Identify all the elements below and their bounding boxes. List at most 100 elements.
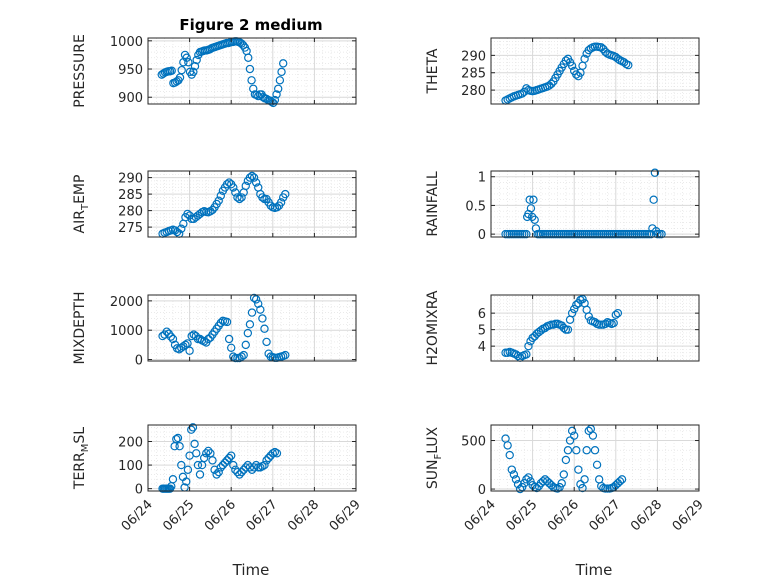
data-point [204,446,213,456]
data-point [214,196,223,205]
data-point [536,326,546,335]
data-point [224,178,234,187]
data-point [601,319,610,329]
data-point [216,318,225,328]
data-point [241,340,250,350]
data-point [559,323,569,333]
data-point [247,308,257,317]
x-tick-label: 06/27 [244,497,281,534]
data-point [251,460,261,470]
data-point [247,76,256,85]
data-point [547,79,556,89]
data-point [578,483,587,493]
data-point [649,195,658,204]
data-point [503,441,512,450]
y-axis-label: TERRMSL [72,427,91,490]
axes-background [491,171,699,237]
y-tick-label: 100 [118,459,143,474]
axes-frame [147,294,357,362]
data-point [572,70,581,79]
data-point [567,426,577,436]
data-point [187,425,196,434]
data-point [526,204,536,213]
data-point [258,193,267,202]
data-point [572,300,581,310]
data-point [222,179,232,189]
data-point [657,229,666,239]
data-point [216,191,225,200]
data-point [277,67,286,77]
data-point [212,470,221,479]
data-point [559,470,569,479]
data-point [183,209,192,219]
data-point [279,59,288,68]
x-tick-label: 06/27 [587,497,624,534]
x-axis-label-right: Time [575,561,613,579]
data-point [574,465,583,474]
data-point [249,293,259,303]
data-point [251,295,261,304]
data-point [177,343,186,352]
data-point [189,67,198,77]
data-point [567,61,577,70]
data-point [532,483,541,493]
data-point [570,431,579,440]
subplot-6: 45 6 H2OMIXRA [425,290,700,366]
data-point [281,189,290,199]
data-point [177,224,186,233]
data-point [249,173,259,182]
data-point [193,460,203,470]
data-point [527,212,537,222]
y-tick-label: 1 [478,171,486,186]
data-point [208,205,217,215]
y-tick-label: 285 [461,67,486,82]
axes-frame [490,424,700,492]
data-point [272,90,281,99]
axes-background [491,295,699,361]
data-point [601,47,610,57]
data-point [570,304,579,314]
y-tick-label: 1000 [110,324,143,339]
y-tick-label: 4 [478,340,486,355]
data-point [274,84,283,93]
data-point [505,450,514,460]
data-point [578,294,587,304]
data-point [179,342,188,351]
data-point [613,54,623,64]
data-point [276,198,286,207]
subplot-8: 0 500 06/24 06/25 06/26 06/27 06/28 06/29 SUNFLU… [425,424,707,534]
data-point [192,449,201,458]
data-point [199,453,209,463]
y-tick-label: 280 [118,205,143,220]
data-point [588,431,598,440]
y-tick-label: 950 [118,63,143,78]
data-point [239,350,248,360]
data-point [175,442,184,451]
data-point [181,340,190,350]
data-point [174,345,184,354]
data-point [515,484,525,494]
y-tick-label: 0 [478,483,486,498]
subplot-4: 0 0.5 1 RAINFALL [425,168,700,243]
y-axis-label: MIXDEPTH [72,292,88,365]
data-point [580,475,589,484]
data-point [208,456,217,465]
axes-background [491,425,699,491]
data-point [529,195,538,204]
data-point [229,352,238,361]
data-point [231,188,240,197]
x-tick-label: 06/25 [503,497,540,534]
data-point [281,350,290,360]
data-point [592,460,602,469]
data-point [561,56,571,65]
data-point [619,58,629,67]
data-point [563,325,573,334]
data-point [260,460,269,470]
data-point [650,168,660,177]
y-tick-label: 0 [478,228,486,243]
data-point [202,449,211,458]
data-point [167,66,176,75]
data-point [214,467,223,477]
axes-frame [147,170,357,238]
y-tick-label: 200 [118,436,143,451]
